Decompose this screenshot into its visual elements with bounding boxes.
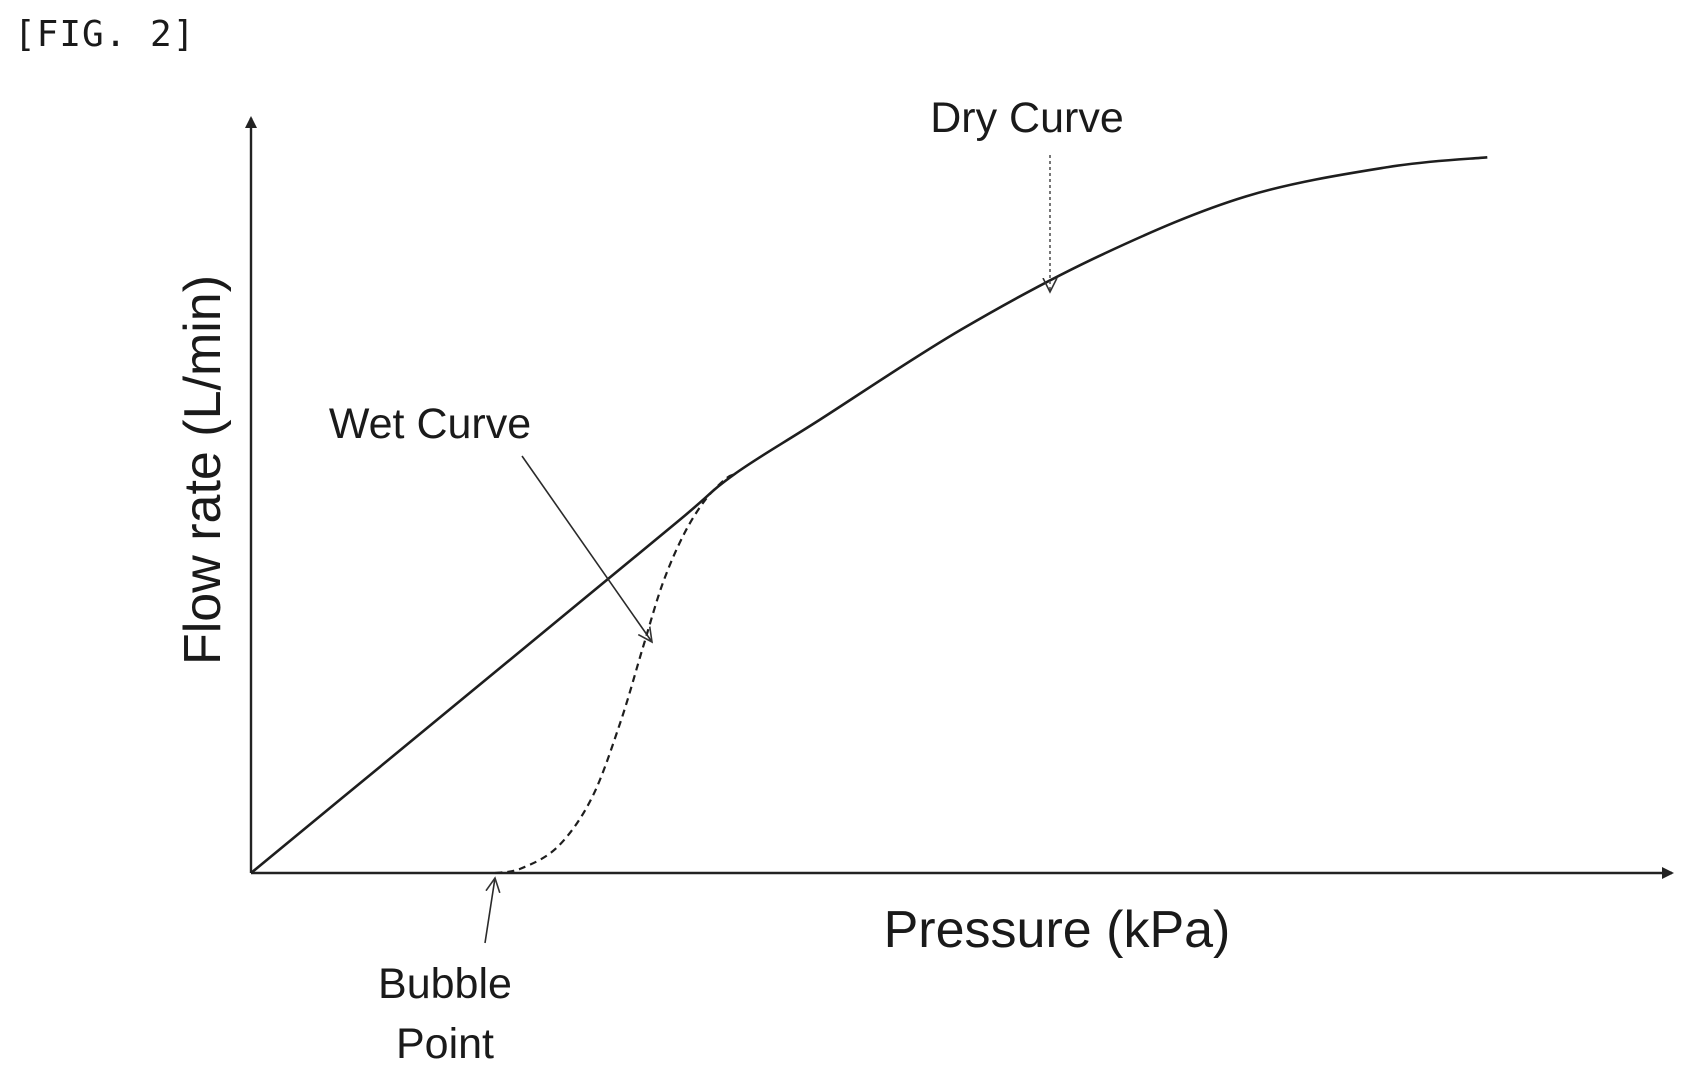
series-layer [250,156,1488,875]
bubble-point-leader [484,878,495,944]
x-axis-label: Pressure (kPa) [884,901,1231,959]
bubble-point-label-line1: Bubble [378,960,512,1008]
y-axis-label: Flow rate (L/min) [174,275,232,665]
wet-curve-line [495,473,735,875]
dry-curve-line [250,156,1488,875]
bubble-point-label-line2: Point [396,1020,494,1068]
dry-curve-label: Dry Curve [930,94,1124,142]
figure-label: [FIG. 2] [14,14,196,55]
wet-curve-leader [521,455,652,642]
wet-curve-label: Wet Curve [329,400,531,448]
